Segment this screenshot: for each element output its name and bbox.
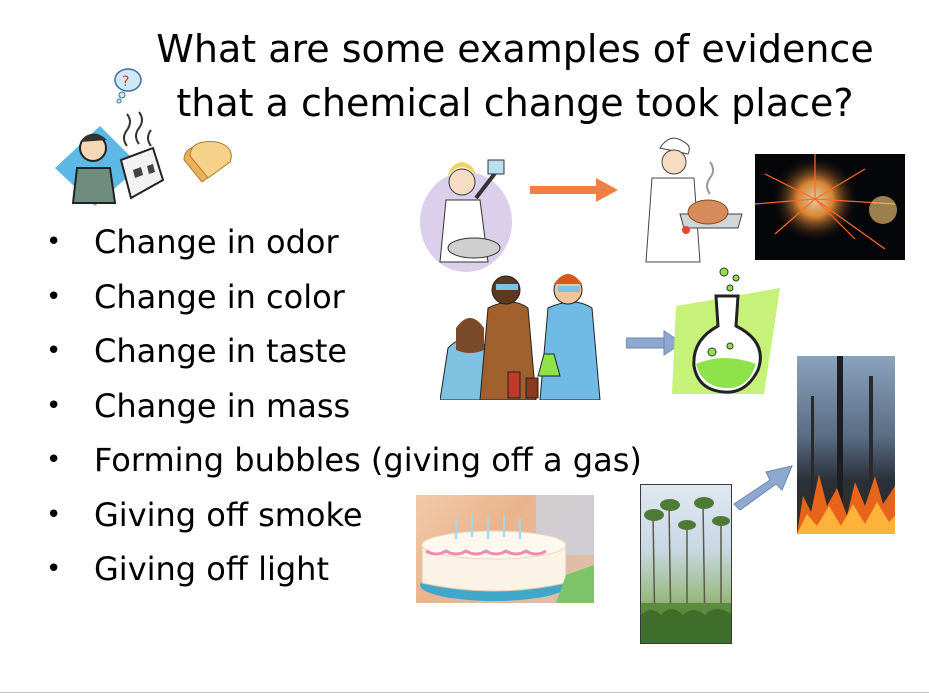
blue-arrow-to-fire: [733, 465, 793, 511]
fireworks-photo: [755, 154, 905, 260]
list-item-light: Giving off light: [46, 542, 642, 597]
list-item-smoke: Giving off smoke: [46, 488, 642, 543]
forest-fire-photo: [797, 356, 895, 534]
scientists-clipart: [440, 274, 601, 400]
list-item-bubbles: Forming bubbles (giving off a gas): [46, 433, 642, 488]
title-line-2: that a chemical change took place?: [176, 81, 854, 125]
pine-forest-photo: [640, 484, 732, 644]
blue-arrow: [626, 330, 683, 356]
orange-arrow: [530, 178, 618, 202]
list-item-mass: Change in mass: [46, 379, 642, 434]
list-item-color: Change in color: [46, 270, 642, 325]
man-with-toaster-clipart: [55, 111, 165, 206]
slide-bottom-border: [0, 692, 929, 693]
birthday-cake-photo: [416, 495, 594, 603]
toast-clipart: [183, 141, 232, 183]
woman-cooking-clipart: [420, 159, 512, 272]
list-item-odor: Change in odor: [46, 215, 642, 270]
list-item-taste: Change in taste: [46, 324, 642, 379]
title-line-1: What are some examples of evidence: [156, 27, 874, 71]
evidence-list: Change in odor Change in color Change in…: [46, 215, 642, 597]
slide-title: What are some examples of evidence that …: [150, 22, 880, 130]
green-flask-clipart: [672, 267, 780, 394]
question-bubble-clipart: ?: [114, 68, 142, 104]
chef-with-turkey-clipart: [645, 137, 743, 263]
svg-text:?: ?: [122, 74, 129, 90]
